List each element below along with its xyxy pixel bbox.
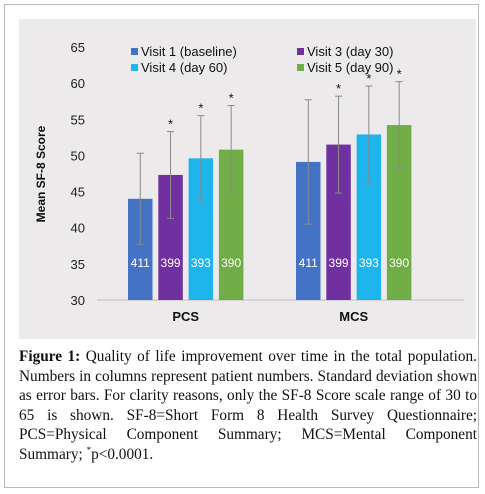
bar-count-label: 390 bbox=[221, 256, 241, 270]
bar-count-label: 411 bbox=[299, 256, 318, 270]
bar-count-label: 393 bbox=[191, 256, 211, 270]
caption-sup: * bbox=[86, 444, 92, 455]
y-tick-label: 65 bbox=[71, 40, 85, 55]
y-axis-label: Mean SF-8 Score bbox=[34, 125, 48, 222]
bar-count-label: 411 bbox=[131, 256, 150, 270]
significance-marker: * bbox=[397, 67, 402, 82]
bar-count-label: 393 bbox=[359, 256, 379, 270]
y-tick-label: 50 bbox=[71, 148, 85, 163]
legend-label: Visit 3 (day 30) bbox=[307, 44, 393, 59]
caption-text-end: p<0.0001. bbox=[91, 445, 154, 463]
bar-count-label: 390 bbox=[389, 256, 409, 270]
legend-swatch bbox=[297, 48, 304, 55]
y-tick-label: 45 bbox=[71, 185, 85, 200]
y-tick-label: 55 bbox=[71, 112, 85, 127]
legend-swatch bbox=[131, 48, 138, 55]
y-tick-label: 60 bbox=[71, 76, 85, 91]
x-category-label: MCS bbox=[339, 309, 368, 324]
x-category-label: PCS bbox=[172, 309, 199, 324]
figure-caption: Figure 1: Quality of life improvement ov… bbox=[19, 347, 477, 464]
legend-swatch bbox=[297, 64, 304, 71]
y-tick-label: 40 bbox=[71, 221, 85, 236]
significance-marker: * bbox=[336, 81, 341, 96]
legend-label: Visit 5 (day 90) bbox=[307, 60, 393, 75]
significance-marker: * bbox=[198, 101, 203, 116]
figure-frame: 30 35 40 45 50 55 60 65 Mean SF-8 Score 411 * 399 * 3… bbox=[4, 4, 479, 488]
caption-text: Quality of life improvement over time in… bbox=[19, 348, 477, 463]
significance-marker: * bbox=[229, 91, 234, 106]
legend-swatch bbox=[131, 64, 138, 71]
significance-marker: * bbox=[366, 71, 371, 86]
bar-count-label: 399 bbox=[329, 256, 349, 270]
legend-label: Visit 1 (baseline) bbox=[141, 44, 237, 59]
y-tick-label: 30 bbox=[71, 293, 85, 308]
y-tick-label: 35 bbox=[71, 257, 85, 272]
significance-marker: * bbox=[168, 117, 173, 132]
legend-label: Visit 4 (day 60) bbox=[141, 60, 227, 75]
caption-label: Figure 1: bbox=[19, 348, 81, 365]
chart-svg: 30 35 40 45 50 55 60 65 Mean SF-8 Score 411 * 399 * 3… bbox=[34, 40, 464, 324]
bar-count-label: 399 bbox=[161, 256, 181, 270]
chart-panel: 30 35 40 45 50 55 60 65 Mean SF-8 Score 411 * 399 * 3… bbox=[19, 19, 476, 339]
